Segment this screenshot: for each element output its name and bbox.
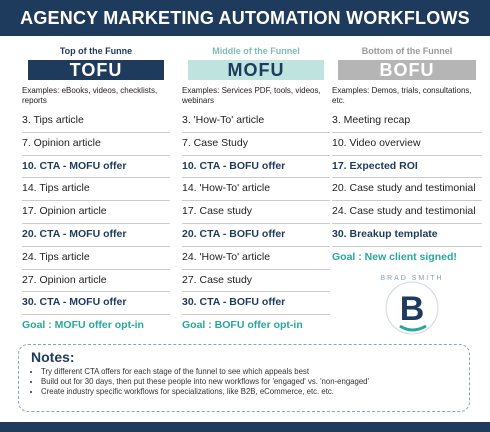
logo-letter: B bbox=[400, 290, 425, 328]
workflow-step: 30. CTA - MOFU offer bbox=[22, 292, 170, 316]
notes-title: Notes: bbox=[31, 349, 75, 365]
workflow-step: 24. Tips article bbox=[22, 247, 170, 270]
workflow-step: 20. CTA - MOFU offer bbox=[22, 224, 170, 247]
workflow-step: 27. Case study bbox=[182, 270, 330, 293]
workflow-step: 17. Case study bbox=[182, 201, 330, 224]
workflow-step: 10. CTA - MOFU offer bbox=[22, 156, 170, 179]
workflow-step: 3. Tips article bbox=[22, 110, 170, 133]
workflow-step: 17. Expected ROI bbox=[332, 156, 482, 179]
note-item: Try different CTA offers for each stage … bbox=[41, 367, 457, 377]
note-item: Create industry specific workflows for s… bbox=[41, 387, 457, 397]
notes-list: Try different CTA offers for each stage … bbox=[31, 367, 457, 397]
logo: BRAD SMITH B bbox=[380, 275, 443, 335]
stage-label: Bottom of the Funnel bbox=[361, 46, 453, 56]
workflow-step: 27. Opinion article bbox=[22, 270, 170, 293]
logo-text: BRAD SMITH bbox=[380, 275, 443, 282]
workflow-step: 20. Case study and testimonial bbox=[332, 178, 482, 202]
workflow-step: 10. Video overview bbox=[332, 133, 482, 156]
stage-banner: MOFU bbox=[181, 60, 331, 80]
examples: Examples: Services PDF, tools, videos, w… bbox=[182, 86, 321, 105]
workflow-step: 14. 'How-To' article bbox=[182, 178, 330, 202]
stage-banner: BOFU bbox=[331, 60, 483, 80]
workflow-step: 30. Breakup template bbox=[332, 224, 482, 247]
workflow-step: 7. Case Study bbox=[182, 133, 330, 156]
stage-label: Top of the Funne bbox=[59, 46, 133, 56]
workflow-step: 14. Tips article bbox=[22, 178, 170, 202]
workflow-step: Goal : BOFU offer opt-in bbox=[182, 319, 303, 332]
workflow-step: 3. Meeting recap bbox=[332, 110, 482, 133]
title: AGENCY MARKETING AUTOMATION WORKFLOWS bbox=[0, 0, 490, 36]
examples: Examples: Demos, trials, consultations, … bbox=[332, 86, 472, 105]
stage-label: Middle of the Funnel bbox=[212, 46, 300, 56]
logo-swoosh bbox=[399, 324, 427, 332]
workflow-step: 30. CTA - BOFU offer bbox=[182, 292, 330, 316]
logo-ring bbox=[385, 281, 439, 335]
workflow-step: 7. Opinion article bbox=[22, 133, 170, 156]
column: Top of the Funne TOFU Examples: eBooks, vi… bbox=[21, 46, 171, 337]
workflow-step: 10. CTA - BOFU offer bbox=[182, 156, 330, 179]
workflow-step: 3. 'How-To' article bbox=[182, 110, 330, 133]
examples: Examples: eBooks, videos, checklists, re… bbox=[22, 86, 158, 105]
workflow-step: 24. 'How-To' article bbox=[182, 247, 330, 270]
workflow-step: Goal : MOFU offer opt-in bbox=[22, 319, 144, 332]
notes: Notes: Try different CTA offers for each… bbox=[18, 344, 470, 412]
workflow-step: 17. Opinion article bbox=[22, 201, 170, 224]
stage-banner: TOFU bbox=[21, 60, 171, 80]
workflow-step: 20. CTA - BOFU offer bbox=[182, 224, 330, 247]
workflow-step: 24. Case study and testimonial bbox=[332, 201, 482, 224]
column: Bottom of the Funnel BOFU Examples: Demos,… bbox=[331, 46, 483, 269]
workflow-step: Goal : New client signed! bbox=[332, 250, 457, 263]
footer-bar bbox=[0, 422, 490, 432]
note-item: Build out for 30 days, then put these pe… bbox=[41, 377, 457, 387]
column: Middle of the Funnel MOFU Examples: Servic… bbox=[181, 46, 331, 337]
